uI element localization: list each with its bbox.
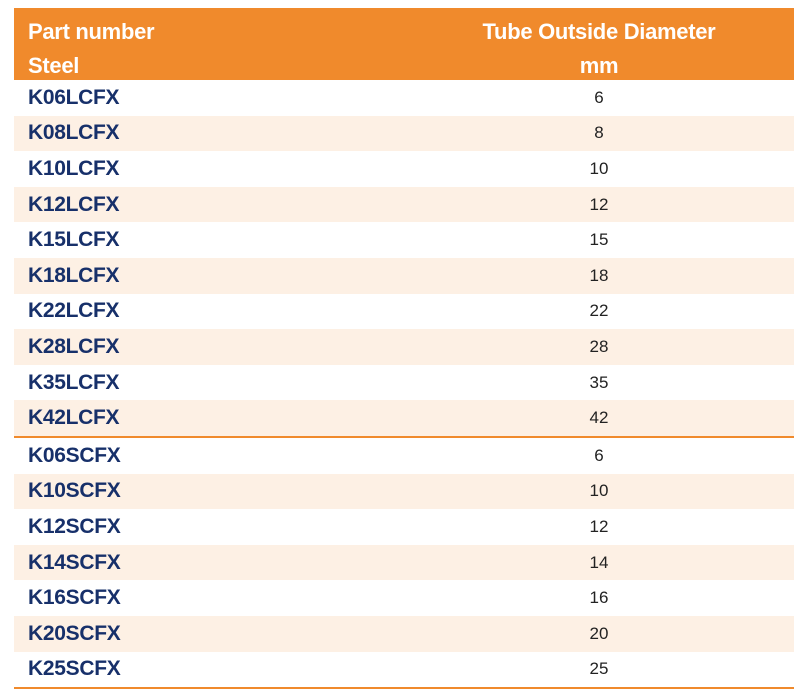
part-number-cell: K12SCFX <box>28 514 121 538</box>
part-number-header-line2: Steel <box>28 53 80 78</box>
part-number-cell: K42LCFX <box>28 406 120 430</box>
diameter-cell: 10 <box>589 158 609 178</box>
part-number-cell: K28LCFX <box>28 334 120 358</box>
diameter-header: Tube Outside Diameter mm <box>409 15 789 83</box>
diameter-header-line1: Tube Outside Diameter <box>482 19 716 44</box>
table-row: K22LCFX 22 <box>14 293 794 330</box>
diameter-cell: 6 <box>594 87 604 107</box>
part-number-cell: K14SCFX <box>28 550 121 574</box>
part-number-cell: K10LCFX <box>28 156 120 180</box>
group-divider <box>14 435 794 438</box>
part-number-cell: K06SCFX <box>28 443 121 467</box>
diameter-cell: 42 <box>589 408 609 428</box>
diameter-cell: 35 <box>589 372 609 392</box>
diameter-cell: 6 <box>594 445 604 465</box>
diameter-cell: 8 <box>594 123 604 143</box>
bottom-rule <box>14 687 794 690</box>
table-row: K10LCFX 10 <box>14 151 794 187</box>
table-row: K12LCFX 12 <box>14 186 794 223</box>
part-number-header-line1: Part number <box>28 19 155 44</box>
table-row: K20SCFX 20 <box>14 615 794 652</box>
parts-table: Part number Steel Tube Outside Diameter … <box>14 8 794 690</box>
part-number-cell: K20SCFX <box>28 621 121 645</box>
diameter-cell: 18 <box>589 265 609 285</box>
table-row: K15LCFX 15 <box>14 222 794 258</box>
diameter-cell: 12 <box>589 516 609 536</box>
part-number-cell: K35LCFX <box>28 370 120 394</box>
diameter-cell: 10 <box>589 481 609 501</box>
part-number-cell: K18LCFX <box>28 263 120 287</box>
table-row: K06SCFX 6 <box>14 437 794 474</box>
row-group-scfx: K06SCFX 6 K10SCFX 10 K12SCFX 12 K14SCFX 14 K… <box>14 437 794 688</box>
diameter-cell: 15 <box>589 230 609 250</box>
part-number-cell: K12LCFX <box>28 192 120 216</box>
diameter-cell: 25 <box>589 659 609 679</box>
table-row: K08LCFX 8 <box>14 115 794 152</box>
table-row: K35LCFX 35 <box>14 364 794 401</box>
part-number-header: Part number Steel <box>28 15 155 83</box>
diameter-cell: 12 <box>589 194 609 214</box>
diameter-cell: 28 <box>589 336 609 356</box>
table-row: K14SCFX 14 <box>14 544 794 581</box>
table-row: K25SCFX 25 <box>14 651 794 688</box>
table-row: K06LCFX 6 <box>14 80 794 116</box>
part-number-cell: K08LCFX <box>28 121 120 145</box>
row-group-lcfx: K06LCFX 6 K08LCFX 8 K10LCFX 10 K12LCFX 12 K1… <box>14 80 794 436</box>
part-number-cell: K22LCFX <box>28 299 120 323</box>
part-number-cell: K16SCFX <box>28 586 121 610</box>
part-number-cell: K06LCFX <box>28 85 120 109</box>
diameter-cell: 14 <box>589 552 609 572</box>
part-number-cell: K10SCFX <box>28 479 121 503</box>
table-row: K16SCFX 16 <box>14 580 794 616</box>
table-row: K42LCFX 42 <box>14 400 794 436</box>
table-row: K28LCFX 28 <box>14 329 794 365</box>
table-row: K10SCFX 10 <box>14 473 794 510</box>
diameter-cell: 20 <box>589 623 609 643</box>
table-row: K12SCFX 12 <box>14 509 794 545</box>
part-number-cell: K15LCFX <box>28 228 120 252</box>
part-number-cell: K25SCFX <box>28 657 121 681</box>
table-row: K18LCFX 18 <box>14 257 794 294</box>
diameter-cell: 22 <box>589 301 609 321</box>
diameter-header-line2: mm <box>579 53 619 78</box>
diameter-cell: 16 <box>589 588 609 608</box>
table-header: Part number Steel Tube Outside Diameter … <box>14 8 794 80</box>
